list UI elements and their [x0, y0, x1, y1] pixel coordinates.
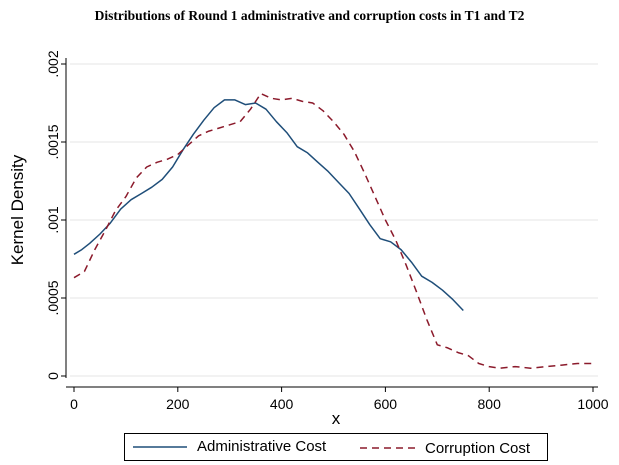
grid-lines — [70, 63, 598, 377]
y-tick-label: 0 — [45, 372, 61, 380]
y-ticks: 0 .0005 .001 .0015 .002 — [45, 50, 66, 380]
legend: Administrative Cost Corruption Cost — [124, 433, 548, 461]
x-ticks: 0 200 400 600 800 1000 — [70, 387, 609, 412]
x-tick-label: 600 — [374, 396, 398, 412]
x-tick-label: 200 — [166, 396, 190, 412]
chart-title: Distributions of Round 1 administrative … — [94, 8, 525, 23]
kernel-density-chart: 0 .0005 .001 .0015 .002 0 200 400 600 800 1000 Ke… — [8, 50, 609, 428]
x-tick-label: 1000 — [577, 396, 608, 412]
legend-label-administrative-cost: Administrative Cost — [197, 438, 327, 455]
series-line-corruption-cost — [73, 92, 593, 369]
series-line-administrative-cost — [73, 99, 464, 312]
x-axis-label: x — [332, 409, 341, 428]
y-tick-label: .0015 — [45, 124, 61, 159]
y-tick-label: .002 — [45, 50, 61, 77]
y-tick-label: .0005 — [45, 280, 61, 315]
legend-label-corruption-cost: Corruption Cost — [425, 440, 531, 457]
y-tick-label: .001 — [45, 206, 61, 233]
x-tick-label: 400 — [270, 396, 294, 412]
x-tick-label: 0 — [70, 396, 78, 412]
series-lines — [73, 92, 593, 369]
y-axis-label: Kernel Density — [8, 154, 27, 265]
x-tick-label: 800 — [478, 396, 502, 412]
